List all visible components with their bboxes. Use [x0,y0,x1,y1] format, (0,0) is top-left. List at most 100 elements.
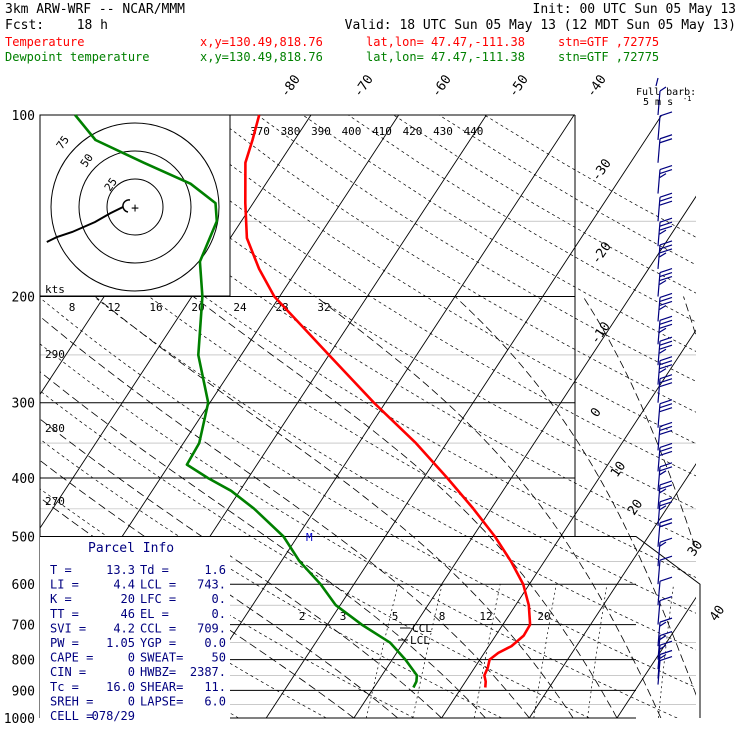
init-time: Init: 00 UTC Sun 05 May 13 [533,2,737,17]
isotherm-label: 30 [685,538,706,559]
dry-adiabat [40,252,696,651]
wind-barb-flag [659,169,673,175]
wind-barb-flag [659,267,673,274]
barb-legend-title: Full barb: [636,87,696,98]
wind-barb [657,267,673,297]
wind-barb [657,356,673,385]
wind-barb-flag [659,462,673,468]
wind-barb-flag [659,217,673,223]
wind-barb-flag [659,292,673,299]
wind-barb-flag [659,244,673,250]
wind-barb-staff [657,169,661,194]
mixing-ratio-line [473,584,501,718]
wind-barb [657,518,673,547]
dry-adiabat [484,115,696,238]
marker-m: M [306,531,313,544]
theta-e-label: 12 [107,301,120,314]
wind-barb [657,497,673,526]
wind-barb-staff [657,403,661,428]
wind-barb-staff [657,522,661,547]
model-title: 3km ARW-WRF -- NCAR/MMM [5,2,185,17]
theta-e-label: 32 [317,301,330,314]
wind-barb [657,596,673,625]
wind-barb-flag [659,382,673,388]
wind-barb-flag [659,280,667,286]
forecast-label: Fcst: [5,18,44,33]
temperature-trace [244,114,532,688]
wind-barb-flag [659,248,673,254]
moist-adiabat [40,459,399,718]
wind-barb-staff [657,542,661,567]
chart-header: 3km ARW-WRF -- NCAR/MMM Init: 00 UTC Sun … [5,2,736,108]
theta-label: 380 [281,125,301,138]
parcel-info-key: CAPE = [50,651,93,665]
legend-station: stn=GTF ,72775 [558,35,659,49]
parcel-info-value: 1.05 [106,636,135,650]
wind-barb-flag [659,429,673,436]
wind-barbs [657,86,673,685]
dry-adiabat [393,115,696,294]
parcel-info-value: 078/29 [92,709,135,723]
wind-barb [657,640,673,670]
wind-barb [657,442,673,472]
forecast-hours: 18 h [77,18,108,33]
wind-barb-flag [659,378,673,384]
dry-adiabat [40,539,327,718]
pressure-tick-label: 200 [12,291,35,306]
wind-barb-flag [659,275,673,282]
wind-barb-flag [659,368,667,374]
parcel-info-bg [40,537,230,727]
wind-barb-staff [657,660,661,685]
wind-barb-flag [659,360,673,366]
parcel-info-value: 0.0 [204,636,226,650]
parcel-info-key: PW = [50,636,79,650]
pressure-tick-label: 1000 [4,712,35,727]
isotherm-label: -80 [278,72,304,100]
plot-right-edge [575,535,701,718]
sounding-traces [74,114,532,689]
barb-legend-value: 5 m s [643,97,673,108]
theta-label: 390 [311,125,331,138]
wind-barb [657,399,673,428]
parcel-info-key: TT = [50,607,79,621]
wind-barb-flag [659,505,667,511]
wind-barb-flag [659,229,667,235]
wind-barb-staff [657,645,661,670]
legend-location: x,y=130.49,818.76 [200,50,323,64]
wind-barb-flag [659,450,673,456]
wind-barb [657,192,673,222]
wind-barb-flag [659,300,673,307]
wind-barb [657,336,673,366]
wind-barb [657,480,673,509]
parcel-info-value: 6.0 [204,694,226,708]
parcel-info-key: YGP = [140,636,176,650]
wind-barb-staff [657,484,661,509]
parcel-info-value: 0. [212,607,226,621]
parcel-info-key: LI = [50,578,79,592]
pressure-tick-label: 600 [12,578,35,593]
mixing-ratio-label: 2 [299,610,306,623]
hodograph-storm-marker [122,199,131,213]
isotherm-label: -70 [351,72,377,100]
wind-barb-staff [657,447,661,472]
parcel-info-value: 709. [197,621,226,635]
wind-barb-flag [659,173,667,179]
parcel-info-value: 0 [128,665,135,679]
wind-barb-flag [659,348,667,354]
parcel-info-value: 16.0 [106,680,135,694]
parcel-info-key: CELL = [50,709,93,723]
wind-barb-flag [659,635,667,641]
pressure-tick-label: 800 [12,654,35,669]
hodograph: 25 50 75 + kts [39,114,231,297]
wind-barb-flag [659,537,673,543]
wind-barb-flag [659,271,673,278]
parcel-info-title: Parcel Info [88,541,174,556]
wind-barb-flag [659,403,673,409]
wind-barb-staff [657,138,661,163]
parcel-info-value: 11. [204,680,226,694]
wind-barb [657,134,673,163]
dry-adiabat [40,297,696,688]
legend-station: stn=GTF ,72775 [558,50,659,64]
hodograph-trace [46,206,124,243]
